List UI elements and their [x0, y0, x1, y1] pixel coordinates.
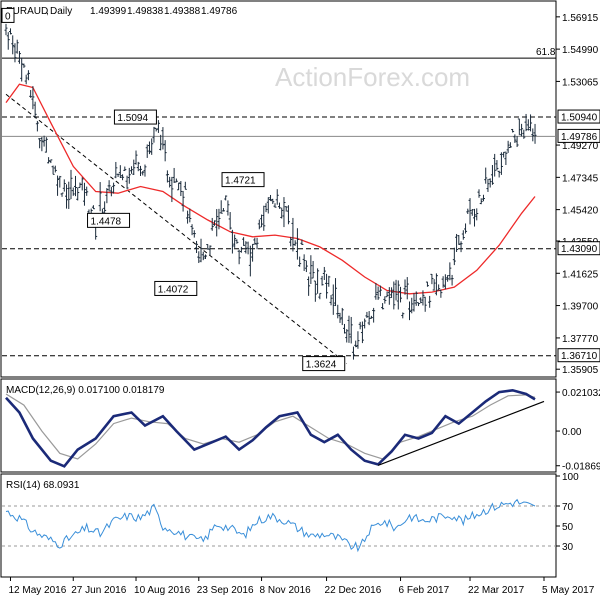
watermark: ActionForex.com	[275, 62, 470, 92]
price-tick-label-3: 1.49270	[562, 141, 599, 152]
rsi-tick-label-0: 100	[562, 472, 579, 483]
price-tick-label-1: 1.54990	[562, 45, 599, 56]
x-tick-label-4: 8 Nov 2016	[260, 585, 312, 596]
price-tag-box-2	[557, 241, 600, 256]
price-tick-label-7: 1.41625	[562, 269, 599, 280]
callout-box-0	[113, 109, 157, 125]
x-tick-label-6: 6 Feb 2017	[399, 585, 450, 596]
price-tick-label-2: 1.53065	[562, 77, 599, 88]
x-tick-label-8: 5 May 2017	[542, 585, 595, 596]
x-tick-label-5: 22 Dec 2016	[325, 585, 382, 596]
callout-box-1	[87, 212, 131, 228]
callout-label-4: 1.3624	[306, 360, 337, 371]
x-tick-label-3: 23 Sep 2016	[197, 585, 254, 596]
ma-line	[5, 83, 536, 295]
rsi-tick-label-1: 70	[562, 502, 574, 513]
price-tick-label-9: 1.37770	[562, 334, 599, 345]
callout-label-1: 1.4478	[91, 216, 122, 227]
rsi-tick-label-3: 30	[562, 542, 574, 553]
callout-label-5: 0	[5, 11, 11, 22]
x-tick-label-1: 27 Jun 2016	[71, 585, 126, 596]
macd-title: MACD(12,26,9) 0.017100 0.018179	[6, 385, 165, 396]
macd-trendline	[377, 400, 545, 466]
price-tag-label-2: 1.43090	[561, 244, 598, 255]
price-tag-box-3	[557, 348, 600, 363]
rsi-line	[5, 498, 536, 553]
price-tick-label-5: 1.45420	[562, 206, 599, 217]
macd-tick-label-1: 0.00	[562, 427, 582, 438]
price-trendline	[5, 93, 348, 364]
price-tick-label-8: 1.39700	[562, 302, 599, 313]
x-tick-label-2: 10 Aug 2016	[134, 585, 191, 596]
macd-line	[5, 388, 536, 468]
timeframe-label: Daily	[50, 6, 72, 17]
chart-title: EURAUD , Daily 1.49399 1.49838 1.49388 1…	[6, 6, 238, 17]
callout-label-0: 1.5094	[117, 113, 148, 124]
callout-label-3: 1.4072	[158, 284, 189, 295]
callout-box-2	[221, 172, 265, 188]
callout-box-5	[1, 7, 15, 23]
main-panel-frame	[0, 0, 557, 378]
price-tag-label-1: 1.49786	[561, 132, 598, 143]
svg-text:,: ,	[46, 6, 49, 17]
price-tag-label-0: 1.50940	[561, 113, 598, 124]
price-tag-box-0	[557, 109, 600, 124]
symbol-label: EURAUD	[6, 6, 48, 17]
callout-box-3	[154, 280, 198, 296]
ohlc-high: 1.49838	[127, 6, 164, 17]
ohlc-close: 1.49786	[201, 6, 238, 17]
price-tick-label-0: 1.56915	[562, 13, 599, 24]
fib-label: 61.8	[536, 47, 556, 58]
x-tick-label-7: 22 Mar 2017	[468, 585, 525, 596]
price-tick-label-4: 1.47345	[562, 173, 599, 184]
macd-tick-label-2: -0.018699	[562, 462, 600, 473]
rsi-tick-label-2: 50	[562, 522, 574, 533]
macd-tick-label-0: 0.021032	[562, 388, 600, 399]
callout-box-4	[302, 356, 346, 372]
rsi-title: RSI(14) 68.0931	[6, 480, 80, 491]
price-tag-box-1	[557, 128, 600, 143]
callout-label-2: 1.4721	[225, 176, 256, 187]
price-tick-label-10: 1.35905	[562, 365, 599, 376]
macd-panel-frame	[0, 378, 557, 473]
ohlc-open: 1.49399	[90, 6, 127, 17]
x-tick-label-0: 12 May 2016	[8, 585, 66, 596]
ohlc-low: 1.49388	[164, 6, 201, 17]
price-tag-label-3: 1.36710	[561, 351, 598, 362]
